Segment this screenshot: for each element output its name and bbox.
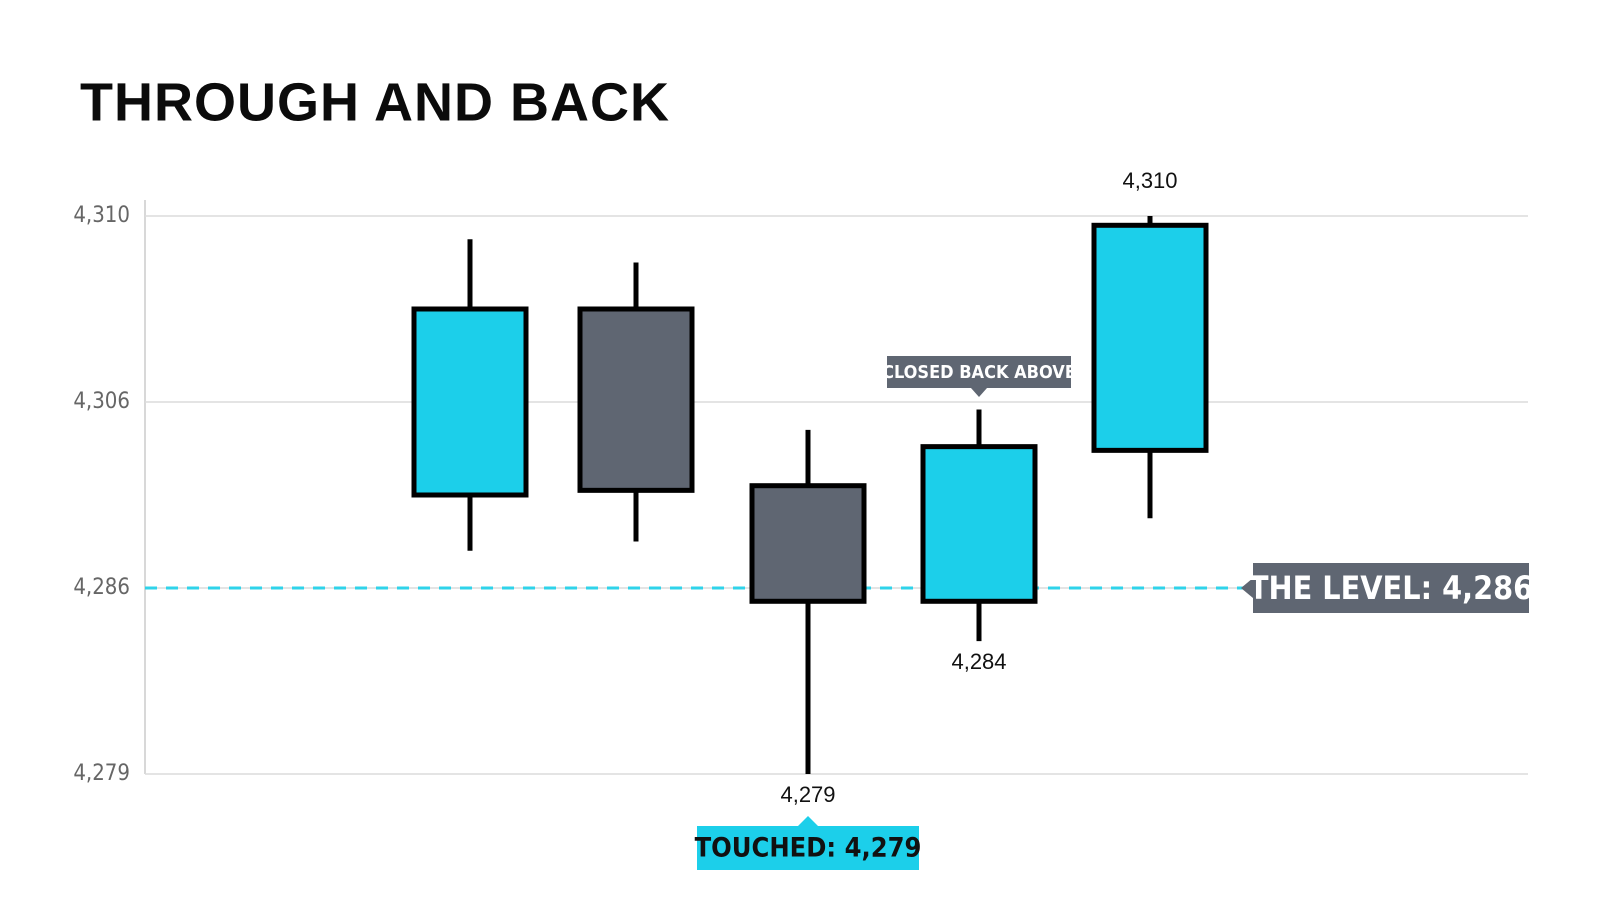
candle-body (920, 444, 1038, 604)
candle-body (577, 306, 695, 493)
callout-label: CLOSED BACK ABOVE (882, 362, 1076, 383)
low-label: 4,284 (951, 649, 1006, 674)
chart-title: THROUGH AND BACK (80, 72, 670, 132)
y-tick-label: 4,306 (73, 389, 130, 414)
touched-box (697, 816, 919, 870)
level-label: THE LEVEL: 4,286 (1249, 569, 1533, 607)
low-label: 4,279 (780, 782, 835, 807)
y-tick-label: 4,286 (73, 575, 130, 600)
candle-body (749, 483, 867, 604)
level-label-box (1241, 563, 1529, 613)
candle-body (411, 306, 529, 498)
y-tick-label: 4,310 (73, 203, 130, 228)
callout-box (887, 356, 1071, 397)
y-tick-label: 4,279 (73, 761, 130, 786)
touched-label: TOUCHED: 4,279 (695, 833, 922, 864)
high-label: 4,310 (1122, 168, 1177, 193)
candle-body (1091, 222, 1209, 453)
